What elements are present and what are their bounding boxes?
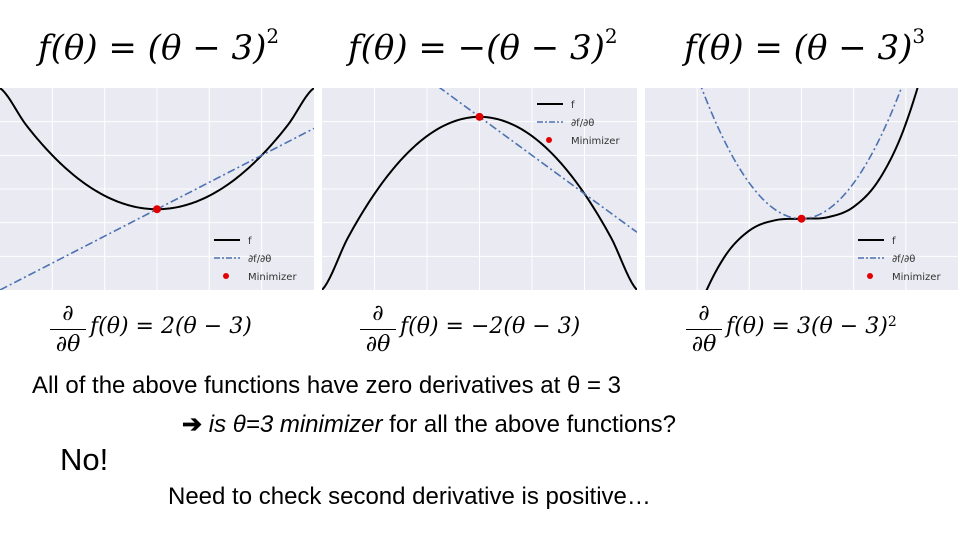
formula-deriv-2: ∂ ∂θ f(θ) = −2(θ − 3)	[358, 300, 628, 362]
partial-denominator: ∂θ	[55, 332, 81, 357]
formula-top-3: f(θ) = (θ − 3)3	[684, 24, 925, 68]
fraction-bar	[360, 329, 396, 330]
partial-fraction: ∂ ∂θ	[48, 300, 88, 359]
answer-no: No!	[60, 442, 108, 478]
legend-label: Minimizer	[571, 136, 620, 147]
partial-numerator: ∂	[372, 301, 384, 326]
formula-deriv-3: ∂ ∂θ f(θ) = 3(θ − 3)2	[684, 300, 954, 362]
formula-deriv-1-text: f(θ) = 2(θ − 3)	[90, 314, 252, 339]
arrow-icon: ➔	[182, 411, 203, 438]
legend-label: ∂f/∂θ	[571, 118, 594, 129]
legend-label: f	[571, 100, 575, 111]
legend: f ∂f/∂θ Minimizer	[858, 236, 941, 283]
minimizer-point	[797, 214, 806, 223]
legend-label: ∂f/∂θ	[248, 254, 271, 265]
legend-marker	[546, 137, 552, 143]
legend: f ∂f/∂θ Minimizer	[214, 236, 297, 283]
minimizer-point	[475, 112, 484, 121]
answer-no-text: No!	[60, 442, 109, 477]
legend-label: ∂f/∂θ	[892, 254, 915, 265]
partial-denominator: ∂θ	[365, 332, 391, 357]
statement-text: All of the above functions have zero der…	[32, 372, 622, 399]
conclusion-text: Need to check second derivative is posit…	[168, 483, 651, 510]
formula-deriv-2-text: f(θ) = −2(θ − 3)	[400, 314, 581, 339]
minimizer-point	[153, 205, 161, 214]
formula-deriv-2-rhs: f(θ) = −2(θ − 3)	[400, 314, 580, 339]
question-rest: for all the above functions?	[382, 411, 677, 438]
formula-top-3-text: f(θ) = (θ − 3)	[684, 28, 913, 68]
legend-label: f	[892, 236, 896, 247]
legend: f ∂f/∂θ Minimizer	[537, 100, 620, 147]
partial-fraction: ∂ ∂θ	[684, 300, 724, 359]
fraction-bar	[50, 329, 86, 330]
formula-deriv-3-text: f(θ) = 3(θ − 3)	[726, 314, 888, 339]
formula-top-2: f(θ) = −(θ − 3)2	[348, 24, 618, 68]
question-italic: is θ=3 minimizer	[202, 411, 383, 438]
formula-deriv-3-rhs: f(θ) = 3(θ − 3)2	[726, 314, 897, 339]
fraction-bar	[686, 329, 722, 330]
formula-top-2-exp: 2	[604, 24, 618, 48]
plot-panel-3: f ∂f/∂θ Minimizer	[645, 88, 958, 290]
legend-label: Minimizer	[248, 272, 297, 283]
formula-top-1: f(θ) = (θ − 3)2	[38, 24, 279, 68]
partial-numerator: ∂	[698, 301, 710, 326]
partial-fraction: ∂ ∂θ	[358, 300, 398, 359]
formula-deriv-3-exp: 2	[887, 314, 897, 330]
partial-numerator: ∂	[62, 301, 74, 326]
conclusion-line: Need to check second derivative is posit…	[168, 483, 651, 511]
statement-line: All of the above functions have zero der…	[32, 372, 621, 400]
formula-top-2-text: f(θ) = −(θ − 3)	[348, 28, 605, 68]
legend-marker	[223, 273, 229, 279]
plot-panel-1: f ∂f/∂θ Minimizer	[0, 88, 314, 290]
partial-denominator: ∂θ	[691, 332, 717, 357]
formula-deriv-1-rhs: f(θ) = 2(θ − 3)	[90, 314, 252, 339]
formula-top-1-text: f(θ) = (θ − 3)	[38, 28, 267, 68]
legend-marker	[867, 273, 873, 279]
plot-panel-2: f ∂f/∂θ Minimizer	[322, 88, 637, 290]
formula-top-3-exp: 3	[912, 24, 926, 48]
question-line: ➔ is θ=3 minimizer for all the above fun…	[182, 410, 676, 439]
legend-label: Minimizer	[892, 272, 941, 283]
formula-deriv-1: ∂ ∂θ f(θ) = 2(θ − 3)	[48, 300, 308, 362]
legend-label: f	[248, 236, 252, 247]
formula-top-1-exp: 2	[266, 24, 280, 48]
